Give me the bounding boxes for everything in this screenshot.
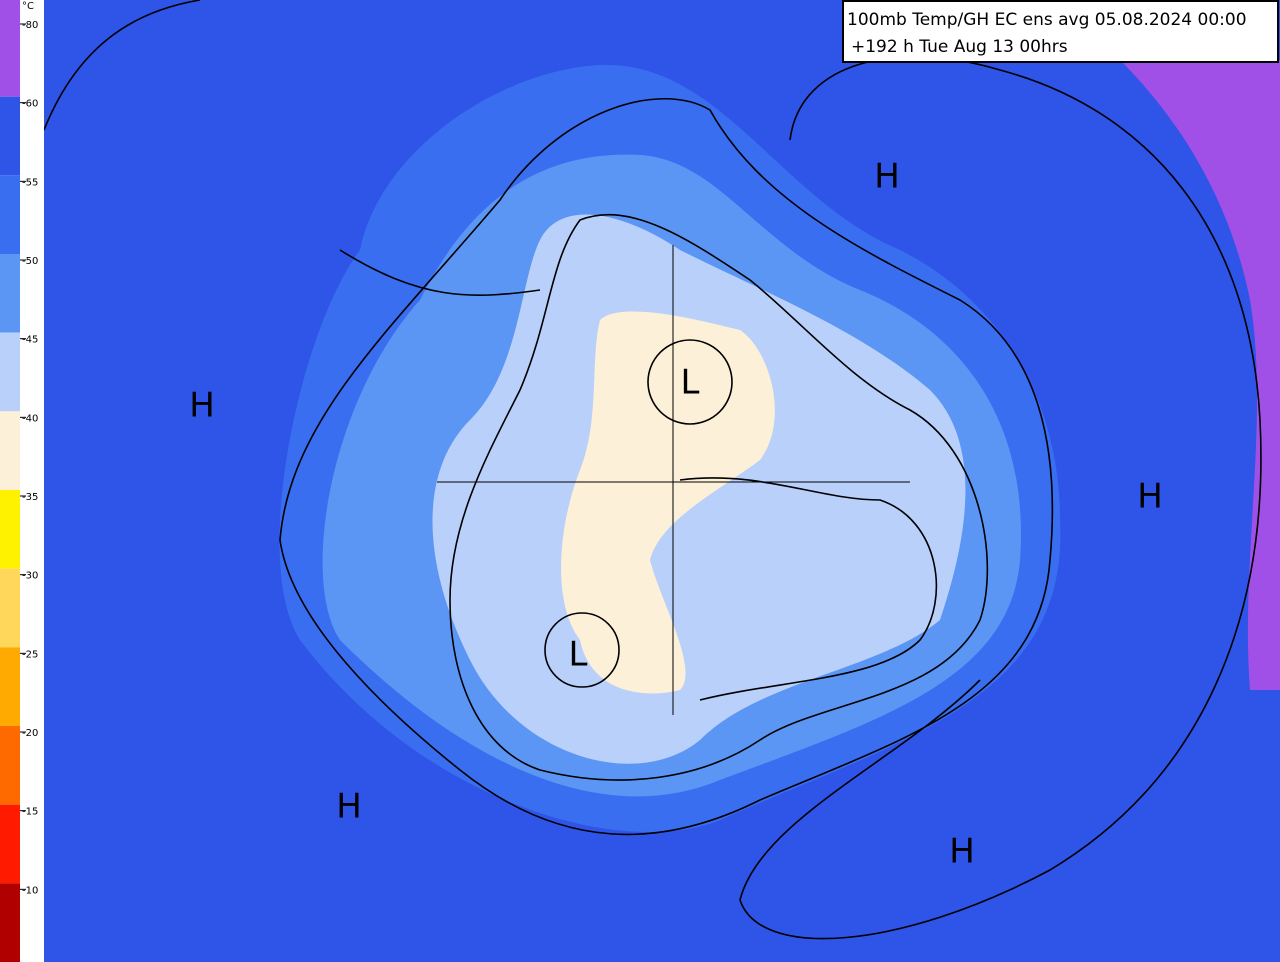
legend-swatch [0, 804, 20, 884]
pressure-center-label: L [569, 635, 588, 675]
legend-swatch [0, 490, 20, 569]
legend-label: -40 [22, 413, 38, 424]
header-subtitle: +192 h Tue Aug 13 00hrs [851, 37, 1068, 57]
legend-label: -25 [22, 649, 38, 660]
legend: °C -80 -60 -55 -50 -45 -40 -35 -30 -25 -20 -15 -10 [0, 0, 38, 962]
contour-line [647, 339, 733, 425]
temp-band [561, 311, 775, 694]
contour-line [43, 0, 541, 296]
header-box: 100mb Temp/GH EC ens avg 05.08.2024 00:0… [842, 0, 1279, 63]
legend-swatch [0, 96, 20, 176]
legend-swatch [0, 883, 20, 962]
contour-line [739, 55, 1262, 940]
pressure-center-label: H [1137, 477, 1163, 517]
legend-swatch [0, 647, 20, 726]
contour-line [449, 213, 989, 781]
legend-swatch [0, 568, 20, 648]
legend-swatch [0, 726, 20, 805]
legend-label: -10 [22, 885, 38, 896]
legend-label: -80 [22, 20, 38, 31]
pressure-center-label: H [874, 157, 900, 197]
header-frame [842, 0, 1279, 63]
temp-band [1120, 60, 1280, 690]
contour-line [544, 612, 620, 688]
pressure-center-label: L [681, 363, 700, 403]
legend-label: -45 [22, 335, 38, 346]
legend-label: -30 [22, 571, 38, 582]
legend-label: -60 [22, 99, 38, 110]
legend-unit: °C [22, 1, 34, 12]
contour-line [679, 477, 938, 701]
legend-swatch [0, 0, 20, 97]
map: H H H H H L L [43, 0, 1280, 962]
legend-swatch [0, 332, 20, 412]
legend-swatch [0, 411, 20, 490]
legend-label: -55 [22, 177, 38, 188]
pressure-center-label: H [189, 386, 215, 426]
pressure-center-label: H [336, 787, 362, 827]
pressure-center-label: H [949, 832, 975, 872]
legend-label: -20 [22, 728, 38, 739]
header-title: 100mb Temp/GH EC ens avg 05.08.2024 00:0… [847, 10, 1247, 30]
legend-label: -35 [22, 492, 38, 503]
legend-label: -50 [22, 256, 38, 267]
legend-swatch [0, 254, 20, 333]
legend-swatch [0, 175, 20, 254]
legend-label: -15 [22, 807, 38, 818]
